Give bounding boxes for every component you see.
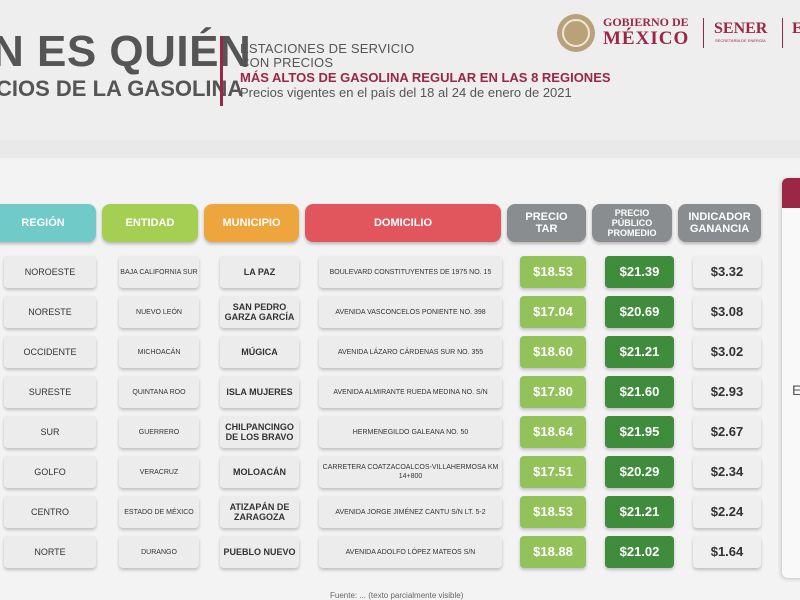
cell-precio-promedio: $21.95 [605, 416, 674, 448]
cell-municipio: MOLOACÁN [220, 456, 299, 488]
title-line-2: CIOS DE LA GASOLINA [0, 76, 244, 101]
cell-municipio: CHILPANCINGO DE LOS BRAVO [220, 416, 299, 448]
cell-municipio: MÚGICA [220, 336, 299, 368]
cell-domicilio: AVENIDA JORGE JIMÉNEZ CANTU S/N LT. 5-2 [319, 496, 502, 528]
cell-municipio: ATIZAPÁN DE ZARAGOZA [220, 496, 299, 528]
cell-domicilio: BOULEVARD CONSTITUYENTES DE 1975 NO. 15 [319, 256, 502, 288]
header-indicador-ganancia: INDICADOR GANANCIA [678, 204, 761, 242]
desc-line-3: MÁS ALTOS DE GASOLINA REGULAR EN LAS 8 R… [240, 70, 611, 85]
gob-line-1: GOBIERNO DE [603, 15, 689, 29]
cell-ganancia: $2.24 [693, 496, 761, 528]
logo-divider [703, 18, 704, 48]
header-region: REGIÓN [0, 204, 96, 242]
cell-precio-promedio: $20.29 [605, 456, 674, 488]
cell-ganancia: $1.64 [693, 536, 761, 568]
cell-domicilio: AVENIDA LÁZARO CÁRDENAS SUR NO. 355 [319, 336, 502, 368]
cell-domicilio: HERMENEGILDO GALEANA NO. 50 [319, 416, 502, 448]
side-panel-header [782, 178, 800, 208]
cell-ganancia: $2.34 [693, 456, 761, 488]
cell-precio-tar: $18.88 [520, 536, 586, 568]
sener-logo: SENER [714, 20, 768, 37]
cell-municipio: ISLA MUJERES [220, 376, 299, 408]
cell-entidad: VERACRUZ [119, 456, 199, 488]
header-municipio: MUNICIPIO [204, 204, 299, 242]
cell-ganancia: $3.02 [693, 336, 761, 368]
cell-domicilio: AVENIDA ADOLFO LÓPEZ MATEOS S/N [319, 536, 502, 568]
gobierno-seal-icon [557, 14, 595, 52]
cell-domicilio: CARRETERA COATZACOALCOS-VILLAHERMOSA KM … [319, 456, 502, 488]
cell-municipio: LA PAZ [220, 256, 299, 288]
title-line-1: N ES QUIÉN [0, 27, 252, 76]
cell-ganancia: $3.32 [693, 256, 761, 288]
header-band [0, 140, 800, 158]
cell-region: NORTE [4, 536, 96, 568]
cell-region: GOLFO [4, 456, 96, 488]
cell-precio-promedio: $21.02 [605, 536, 674, 568]
cell-precio-promedio: $20.69 [605, 296, 674, 328]
cell-region: SUR [4, 416, 96, 448]
cell-region: CENTRO [4, 496, 96, 528]
cell-region: OCCIDENTE [4, 336, 96, 368]
header: N ES QUIÉN CIOS DE LA GASOLINA ESTACIONE… [0, 0, 800, 140]
cell-precio-tar: $18.64 [520, 416, 586, 448]
cell-ganancia: $2.93 [693, 376, 761, 408]
header-precio-tar: PRECIO TAR [507, 204, 586, 242]
cell-entidad: ESTADO DE MÉXICO [119, 496, 199, 528]
side-panel-letter: E [792, 382, 800, 398]
cell-ganancia: $2.67 [693, 416, 761, 448]
title-divider [220, 36, 223, 106]
cell-ganancia: $3.08 [693, 296, 761, 328]
cell-precio-tar: $17.80 [520, 376, 586, 408]
desc-line-4: Precios vigentes en el país del 18 al 24… [240, 85, 572, 100]
sener-subtitle: SECRETARÍA DE ENERGÍA [715, 38, 766, 43]
cell-precio-tar: $18.53 [520, 496, 586, 528]
header-precio-promedio: PRECIO PÚBLICO PROMEDIO [592, 204, 672, 242]
desc-line-1: ESTACIONES DE SERVICIO [240, 41, 415, 56]
header-entidad: ENTIDAD [102, 204, 198, 242]
cell-municipio: PUEBLO NUEVO [220, 536, 299, 568]
cut-logo-letter: E [792, 20, 800, 37]
logo-divider-2 [782, 18, 783, 48]
gobierno-logo-text: GOBIERNO DE MÉXICO [603, 16, 689, 49]
cell-municipio: SAN PEDRO GARZA GARCÍA [220, 296, 299, 328]
cell-precio-promedio: $21.39 [605, 256, 674, 288]
cell-entidad: QUINTANA ROO [119, 376, 199, 408]
description-block: ESTACIONES DE SERVICIO CON PRECIOS MÁS A… [240, 41, 611, 101]
cell-domicilio: AVENIDA ALMIRANTE RUEDA MEDINA NO. S/N [319, 376, 502, 408]
cell-precio-promedio: $21.21 [605, 336, 674, 368]
gob-line-2: MÉXICO [603, 28, 690, 49]
desc-line-2: CON PRECIOS [240, 55, 334, 70]
cell-precio-promedio: $21.60 [605, 376, 674, 408]
cell-precio-tar: $17.51 [520, 456, 586, 488]
cell-entidad: GUERRERO [119, 416, 199, 448]
cell-entidad: MICHOACÁN [119, 336, 199, 368]
cell-precio-tar: $18.53 [520, 256, 586, 288]
cell-entidad: BAJA CALIFORNIA SUR [119, 256, 199, 288]
cell-domicilio: AVENIDA VASCONCELOS PONIENTE NO. 398 [319, 296, 502, 328]
cell-region: NORESTE [4, 296, 96, 328]
cell-precio-tar: $18.60 [520, 336, 586, 368]
cell-region: SURESTE [4, 376, 96, 408]
cell-entidad: NUEVO LEÓN [119, 296, 199, 328]
header-domicilio: DOMICILIO [305, 204, 501, 242]
footer-note: Fuente: ... (texto parcialmente visible) [330, 591, 464, 600]
cell-region: NOROESTE [4, 256, 96, 288]
cell-entidad: DURANGO [119, 536, 199, 568]
cell-precio-tar: $17.04 [520, 296, 586, 328]
cell-precio-promedio: $21.21 [605, 496, 674, 528]
side-panel: E [782, 178, 800, 578]
